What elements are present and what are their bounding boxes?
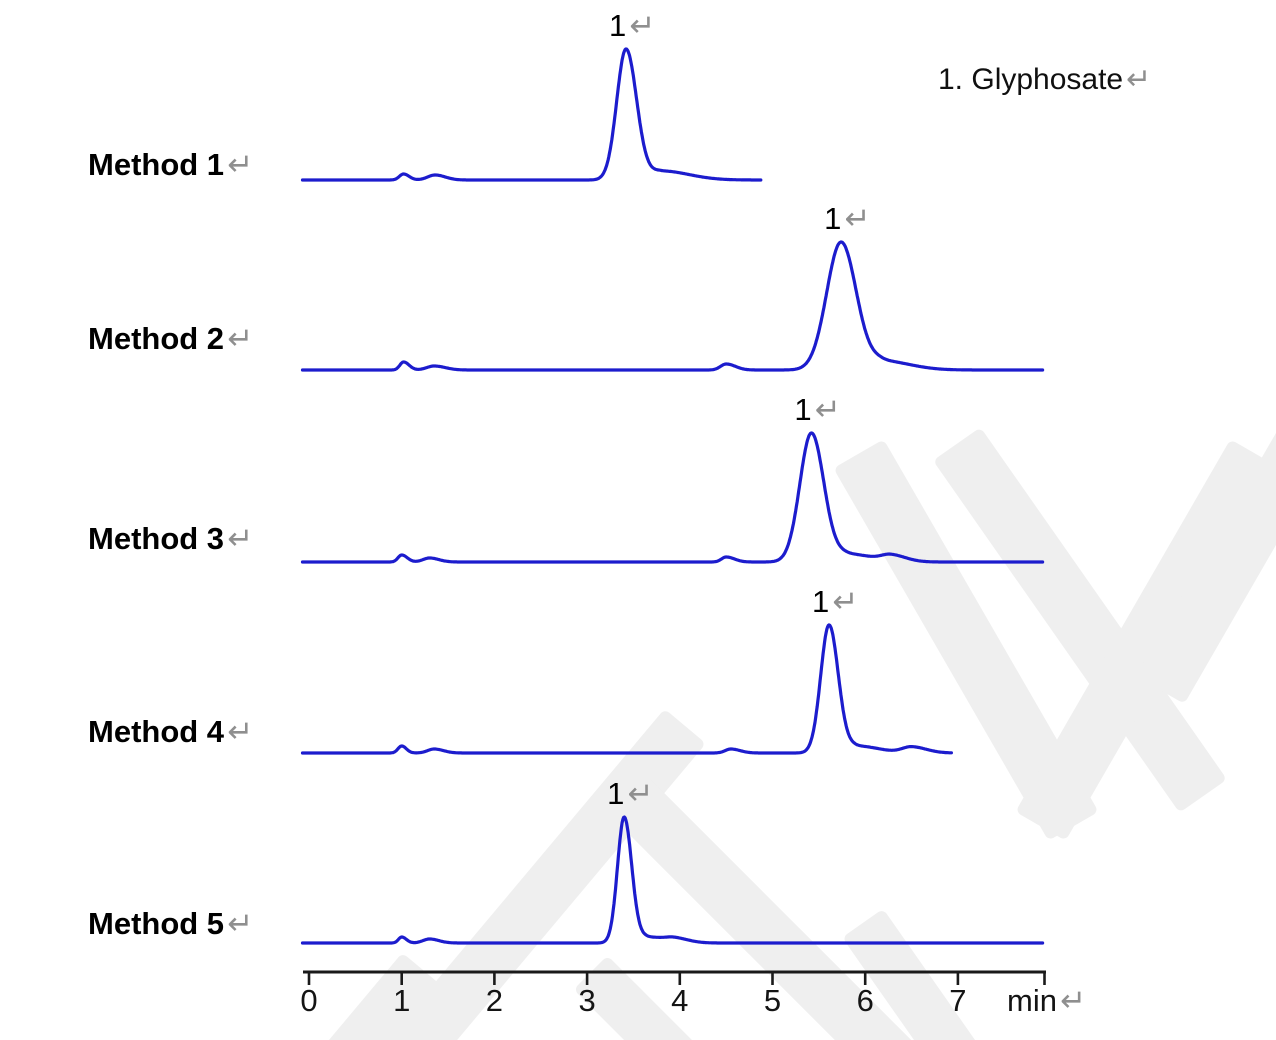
legend-text: 1. Glyphosate xyxy=(938,63,1124,96)
trace-3 xyxy=(300,431,1045,564)
paragraph-return-icon: ↵ xyxy=(1126,62,1152,97)
trace-5 xyxy=(300,815,1045,945)
trace-2 xyxy=(300,240,1045,372)
legend: 1. Glyphosate ↵ xyxy=(938,62,1151,98)
trace-1 xyxy=(300,47,763,182)
trace-4 xyxy=(300,623,954,755)
